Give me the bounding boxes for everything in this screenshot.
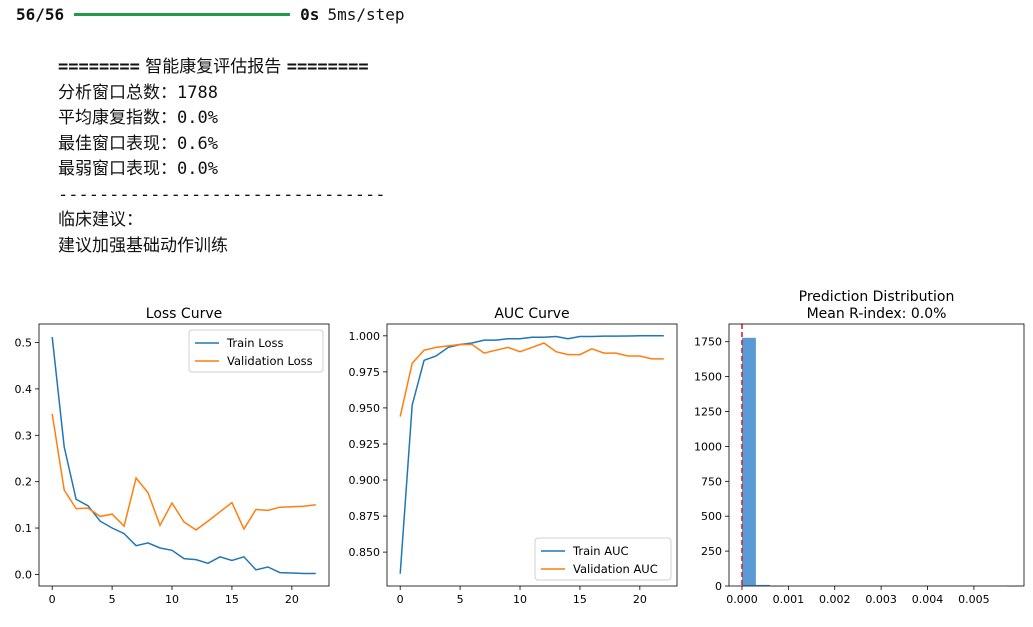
histogram-bar <box>755 584 770 586</box>
y-tick-label: 0.850 <box>349 546 381 559</box>
x-tick-label: 20 <box>633 593 647 606</box>
y-tick-label: 250 <box>701 545 722 558</box>
report-title: 智能康复评估报告 <box>145 57 282 77</box>
legend-box <box>534 537 672 581</box>
report-best: 最佳窗口表现：0.6% <box>58 132 386 158</box>
y-tick-label: 0.925 <box>349 438 381 451</box>
charts-figure: Loss Curve 0 5 10 15 20 0.0 0.1 0.2 0.3 0.4 0.5 Trai… <box>15 289 1025 606</box>
x-tick-label: 10 <box>513 593 527 606</box>
chart-title: Loss Curve <box>146 306 222 322</box>
chart-2: AUC Curve 0 5 10 15 20 0.850 0.875 0.900 0.925 0.9… <box>349 306 678 606</box>
report-avg-value: 0.0% <box>177 108 218 128</box>
x-tick-label: 5 <box>457 593 464 606</box>
report-total-value: 1788 <box>177 82 218 103</box>
report-block: ======== 智能康复评估报告 ======== 分析窗口总数：1788 平… <box>58 55 386 259</box>
report-title-line: ======== 智能康复评估报告 ======== <box>58 55 386 81</box>
report-eq-left: ======== <box>58 57 140 77</box>
report-avg: 平均康复指数：0.0% <box>58 106 386 132</box>
x-tick-label: 15 <box>225 593 239 606</box>
report-worst-value: 0.0% <box>177 159 218 179</box>
x-tick-label: 0.001 <box>773 593 805 606</box>
legend-label: Validation AUC <box>573 562 658 576</box>
progress-count: 56/56 <box>16 4 65 24</box>
y-tick-label: 0.950 <box>349 402 381 415</box>
y-tick-label: 1750 <box>694 336 722 349</box>
y-tick-label: 0.3 <box>15 429 33 442</box>
series-line <box>51 413 316 531</box>
legend-label: Train AUC <box>572 544 629 558</box>
report-avg-label: 平均康复指数： <box>58 108 177 128</box>
y-tick-label: 0.975 <box>349 366 381 379</box>
y-tick-label: 1000 <box>694 440 722 453</box>
axes-frame <box>728 323 1025 587</box>
x-tick-label: 0.000 <box>726 593 758 606</box>
y-tick-label: 500 <box>701 510 722 523</box>
report-total-label: 分析窗口总数： <box>58 82 177 103</box>
x-tick-label: 10 <box>165 593 179 606</box>
x-tick-label: 0.004 <box>912 593 944 606</box>
y-tick-label: 750 <box>701 475 722 488</box>
legend: Train AUC Validation AUC <box>534 537 672 581</box>
chart-subtitle: Mean R-index: 0.0% <box>807 306 947 322</box>
series-line <box>399 335 664 574</box>
report-advice-label: 临床建议： <box>58 210 143 230</box>
y-tick-label: 0.0 <box>15 568 33 581</box>
y-tick-label: 0.2 <box>15 476 33 489</box>
progress-time: 0s <box>300 4 320 24</box>
x-tick-label: 0 <box>49 593 56 606</box>
report-best-value: 0.6% <box>177 133 218 154</box>
y-tick-label: 0.1 <box>15 522 33 535</box>
report-divider: -------------------------------- <box>58 184 386 205</box>
x-tick-label: 20 <box>285 593 299 606</box>
y-tick-label: 0.900 <box>349 474 381 487</box>
chart-title: Prediction Distribution <box>799 289 955 305</box>
progress-step: 5ms/step <box>327 4 405 24</box>
x-tick-label: 0.005 <box>958 593 990 606</box>
histogram-bar <box>741 337 756 586</box>
report-worst: 最弱窗口表现：0.0% <box>58 157 386 183</box>
axes-frame <box>38 323 330 587</box>
y-tick-label: 0 <box>715 580 722 593</box>
y-tick-label: 1500 <box>694 371 722 384</box>
x-tick-label: 5 <box>109 593 116 606</box>
y-tick-label: 0.5 <box>15 337 33 350</box>
x-tick-label: 0 <box>397 593 404 606</box>
progress-line: 56/56 0s 5ms/step <box>16 2 405 26</box>
legend-label: Validation Loss <box>227 354 313 368</box>
series-line <box>51 336 316 575</box>
axes-frame <box>386 323 678 587</box>
report-worst-label: 最弱窗口表现： <box>58 159 177 179</box>
y-tick-label: 0.875 <box>349 510 381 523</box>
y-tick-label: 1.000 <box>349 330 381 343</box>
report-eq-right: ======== <box>286 57 369 77</box>
x-tick-label: 15 <box>573 593 587 606</box>
report-best-label: 最佳窗口表现： <box>58 133 177 154</box>
y-tick-label: 1250 <box>694 406 722 419</box>
legend-box <box>188 329 324 373</box>
report-total: 分析窗口总数：1788 <box>58 81 386 107</box>
legend: Train Loss Validation Loss <box>188 329 324 373</box>
chart-title: AUC Curve <box>494 306 569 322</box>
series-line <box>399 342 664 417</box>
report-advice-text: 建议加强基础动作训练 <box>58 235 228 256</box>
progress-bar <box>74 12 291 16</box>
x-tick-label: 0.003 <box>865 593 897 606</box>
chart-1: Loss Curve 0 5 10 15 20 0.0 0.1 0.2 0.3 0.4 0.5 Trai… <box>15 306 330 606</box>
legend-label: Train Loss <box>226 336 283 350</box>
x-tick-label: 0.002 <box>819 593 851 606</box>
y-tick-label: 0.4 <box>15 383 33 396</box>
